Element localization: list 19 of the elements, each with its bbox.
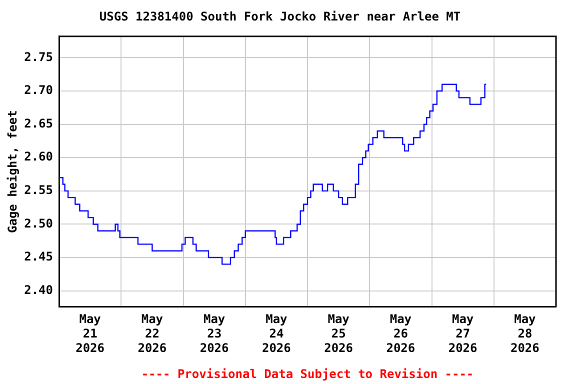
x-tick-label: May 27 2026 — [448, 312, 478, 355]
text: ---- Provisional Data Subject to Revision ---- — [141, 367, 474, 382]
chart-title: USGS 12381400 South Fork Jocko River near Arlee MT — [99, 9, 461, 24]
x-tick-label: May 26 2026 — [386, 312, 416, 355]
y-axis-title: Gage height, feet — [5, 110, 20, 234]
x-tick-label: May 22 2026 — [138, 312, 167, 355]
y-tick-label: 2.55 — [24, 183, 53, 198]
x-tick-label: May 23 2026 — [200, 312, 229, 355]
y-tick-label: 2.65 — [24, 116, 53, 130]
x-tick-label: May 28 2026 — [510, 312, 540, 355]
x-tick-label: May 25 2026 — [324, 312, 354, 355]
y-tick-label: 2.75 — [24, 50, 53, 64]
y-tick-label: 2.70 — [24, 83, 53, 98]
x-tick-label: May 21 2026 — [76, 312, 105, 355]
y-tick-label: 2.40 — [24, 282, 53, 297]
x-tick-label: May 24 2026 — [262, 312, 291, 355]
y-tick-label: 2.60 — [24, 150, 53, 164]
y-tick-label: 2.50 — [24, 216, 53, 230]
y-tick-label: 2.45 — [24, 250, 53, 264]
